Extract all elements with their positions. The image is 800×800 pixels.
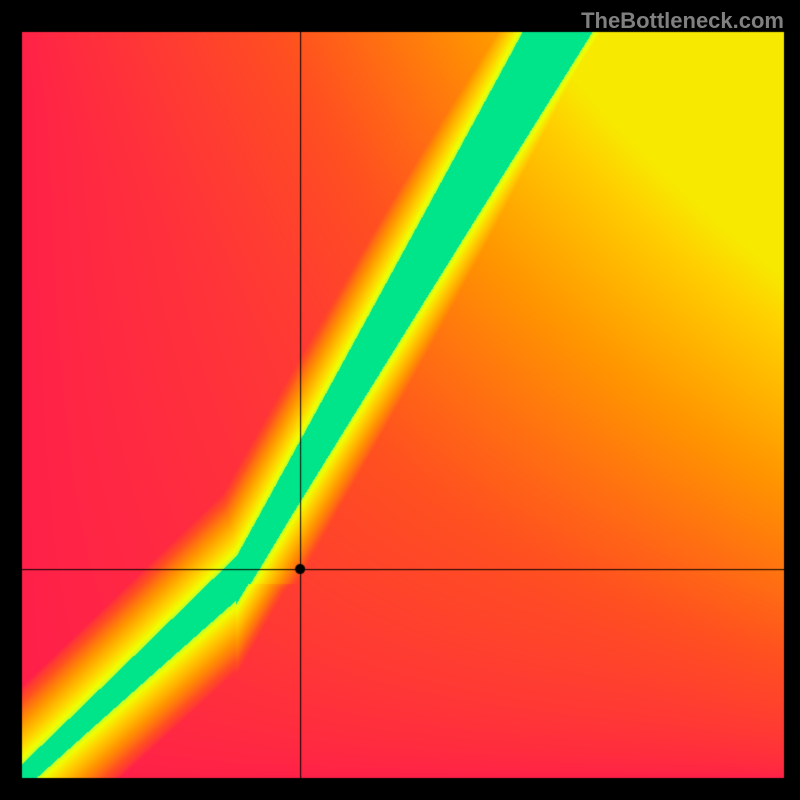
heatmap-canvas — [0, 0, 800, 800]
watermark-text: TheBottleneck.com — [581, 8, 784, 34]
chart-container: TheBottleneck.com — [0, 0, 800, 800]
